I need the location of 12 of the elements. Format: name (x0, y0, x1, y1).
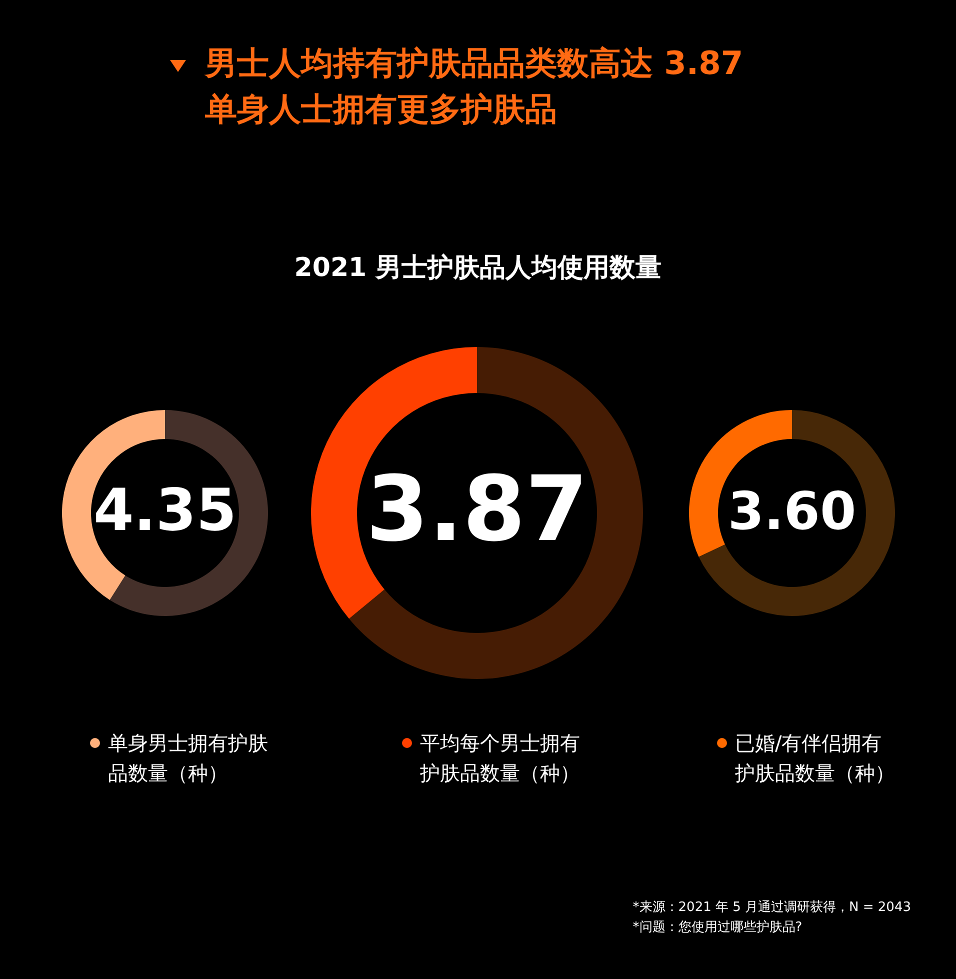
text: 4.35 (93, 476, 237, 544)
text: *来源：2021 年 5 月通过调研获得，N = 2043 (632, 899, 911, 917)
text: *问题：您使用过哪些护肤品? (632, 919, 804, 937)
donut-slice (698, 410, 895, 616)
legend-label: 单身男士拥有护肤品数量（种） (108, 731, 268, 785)
text: 3.60 (728, 482, 856, 542)
legend-label: 已婚/有伴侣拥有护肤品数量（种） (735, 731, 895, 785)
text: 3.87 (366, 457, 588, 562)
chart-title: 男士人均持有护肤品品类数高达 3.87 单身人士拥有更多护肤品 (205, 43, 744, 130)
legend-label: 平均每个男士拥有护肤品数量（种） (420, 731, 580, 785)
chart-subtitle: 2021 男士护肤品人均使用数量 (293, 252, 663, 285)
donut-slice (349, 347, 643, 679)
